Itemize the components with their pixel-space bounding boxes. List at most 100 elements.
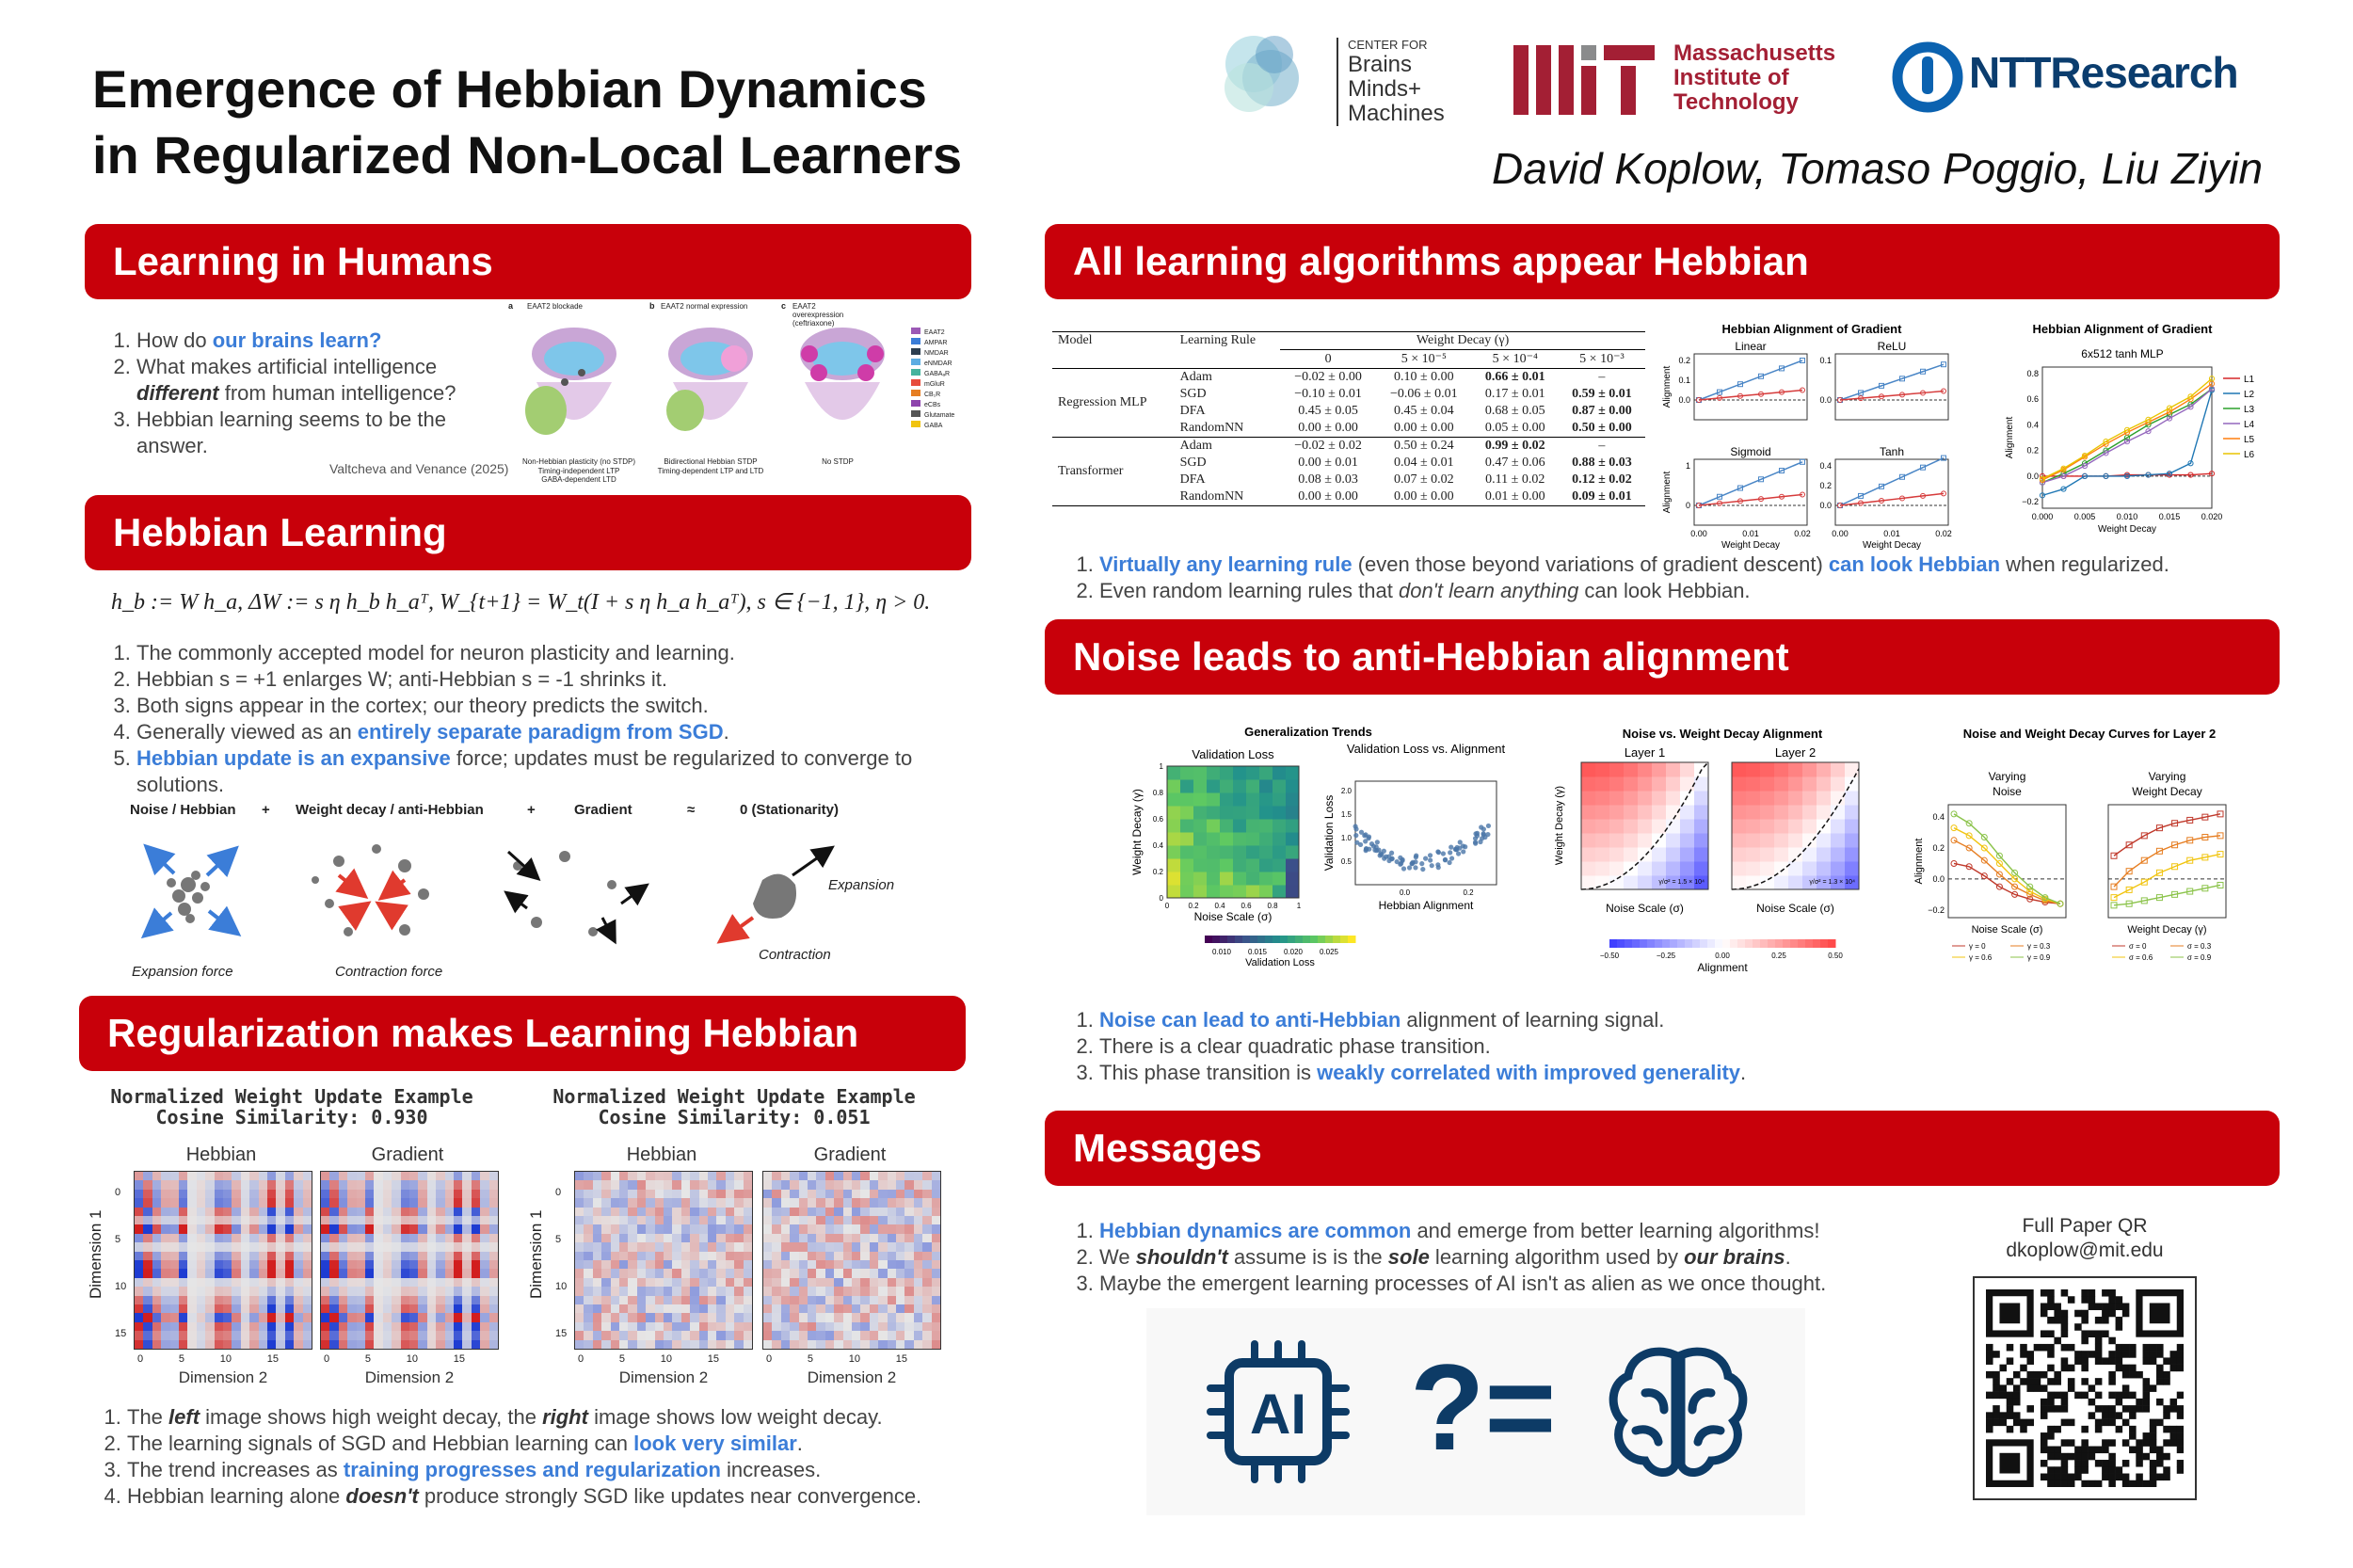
heatmap-hebbian-high (134, 1171, 312, 1350)
regularization-list: The left image shows high weight decay, … (89, 1404, 984, 1510)
ntt-logo-mark (1892, 41, 1963, 113)
heatmap-cell (302, 1180, 312, 1190)
heatmap-cell (294, 1189, 303, 1199)
heatmap-cell (734, 1313, 744, 1322)
heatmap-cell (480, 1224, 489, 1234)
heatmap-cell (780, 1321, 791, 1332)
heatmap-cell (824, 1207, 835, 1216)
data-point (2145, 472, 2152, 478)
heatmap-cell (392, 1331, 401, 1340)
heatmap-cell (408, 1304, 419, 1314)
qr-code[interactable] (1973, 1276, 2197, 1500)
table-cell: 0.17 ± 0.01 (1484, 387, 1545, 401)
heatmap-cell (436, 1321, 445, 1332)
heatmap-cell (707, 1269, 717, 1278)
qr-module (2060, 1343, 2069, 1352)
heatmap-cell (392, 1172, 401, 1181)
data-point (2140, 856, 2148, 864)
heatmap-cell (1259, 766, 1273, 780)
heatmap-cell (922, 1269, 932, 1278)
heatmap-cell (382, 1172, 392, 1181)
y-tick: 0.4 (2026, 420, 2039, 429)
heatmap-cell (214, 1233, 223, 1243)
legend-label: γ = 0.3 (2027, 942, 2051, 951)
heatmap-cell (329, 1198, 339, 1208)
heatmap-cell (913, 1180, 923, 1190)
heatmap-cell (321, 1189, 330, 1199)
heatmap-cell (374, 1259, 383, 1270)
qr-module (1993, 1351, 2000, 1358)
heatmap-cell (400, 1242, 409, 1252)
heatmap-cell (654, 1180, 664, 1190)
heatmap-cell (1595, 847, 1610, 862)
colorbar-tick: 0.020 (1284, 948, 1304, 956)
heatmap-cell (878, 1287, 888, 1296)
heatmap-cell (400, 1189, 409, 1199)
heatmap-cell (816, 1251, 825, 1260)
heatmap-cell (618, 1331, 629, 1340)
heatmap-cell (1652, 776, 1667, 792)
heatmap-cell (329, 1321, 339, 1332)
heatmap-cell (143, 1331, 152, 1340)
qr-module (2108, 1480, 2116, 1488)
heatmap-cell (196, 1304, 206, 1314)
heatmap-cell (646, 1242, 655, 1252)
heatmap-cell (302, 1242, 312, 1252)
heatmap-cell (205, 1189, 215, 1199)
qr-module (2121, 1480, 2130, 1488)
heatmap-cell (878, 1233, 888, 1243)
heatmap-cell (453, 1180, 463, 1190)
heatmap-cell (1273, 858, 1287, 872)
heatmap-cell (654, 1277, 664, 1288)
heatmap-cell (816, 1339, 825, 1349)
heatmap-cell (392, 1277, 401, 1288)
heatmap-cell (426, 1198, 437, 1208)
heatmap-cell (834, 1287, 843, 1296)
heatmap-cell (780, 1259, 791, 1270)
heatmap-cell (672, 1339, 681, 1349)
list-item: Even random learning rules that don't le… (1099, 578, 2285, 604)
y-tick: 10 (115, 1281, 127, 1292)
table-cell: DFA (1179, 472, 1206, 487)
heatmap-cell (329, 1242, 339, 1252)
heatmap-cell (1220, 845, 1234, 859)
colorbar-cell (1783, 939, 1791, 948)
heatmap-cell (240, 1251, 250, 1260)
table-cell: −0.02 ± 0.00 (1294, 370, 1362, 384)
heatmap-cell (400, 1269, 409, 1278)
heatmap-cell (575, 1207, 584, 1216)
qr-module (2149, 1351, 2157, 1358)
heatmap-cell (152, 1242, 162, 1252)
cbmm-line: Machines (1348, 101, 1445, 126)
heatmap-cell (329, 1207, 339, 1216)
qr-module (2156, 1398, 2164, 1406)
heatmap-cell (240, 1242, 250, 1252)
scatter-point (1386, 857, 1392, 864)
heatmap-cell (135, 1304, 144, 1314)
list-item: How do our brains learn? (136, 328, 504, 354)
heatmap-cell (258, 1259, 267, 1270)
heatmap-cell (780, 1331, 791, 1340)
heatmap-cell (743, 1198, 752, 1208)
heatmap-cell (824, 1313, 835, 1322)
legend-swatch (911, 390, 920, 396)
scatter-point (1398, 861, 1403, 867)
heatmap-cell (698, 1259, 708, 1270)
chart-title: Noise vs. Weight Decay Alignment (1623, 727, 1823, 741)
data-point (1879, 483, 1884, 489)
heatmap-cell (266, 1259, 277, 1270)
heatmap-cell (161, 1295, 170, 1304)
heatmap-cell (408, 1277, 419, 1288)
heatmap-cell (1746, 762, 1761, 777)
heatmap-cell (143, 1233, 152, 1243)
heatmap-cell (725, 1189, 735, 1199)
heatmap-cell (798, 1259, 808, 1270)
data-point (1858, 390, 1864, 396)
heatmap-cell (161, 1277, 170, 1288)
heatmap-cell (931, 1339, 940, 1349)
heatmap-cell (628, 1189, 637, 1199)
heatmap-cell (284, 1189, 295, 1199)
heatmap-cell (418, 1331, 427, 1340)
qr-module (2121, 1364, 2130, 1372)
qr-module (2081, 1391, 2089, 1400)
